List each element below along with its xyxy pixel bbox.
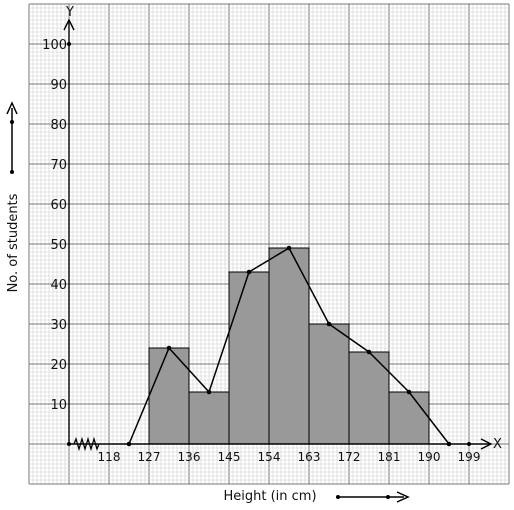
- histogram-bar: [308, 323, 350, 445]
- y-tick-label: 10: [50, 398, 67, 413]
- polygon-point: [406, 389, 412, 395]
- y-axis-top-point: [67, 42, 71, 46]
- y-tick-label: 40: [50, 278, 67, 293]
- x-tick-label: 154: [258, 450, 281, 464]
- x-tick-label: 136: [178, 450, 201, 464]
- x-axis-end-point: [467, 442, 471, 446]
- y-axis-title: No. of students: [6, 193, 21, 292]
- y-axis-arrow-decoration: [6, 101, 18, 174]
- y-tick-label: 90: [50, 78, 67, 93]
- x-axis-arrowhead: [480, 438, 493, 450]
- y-tick-label: 50: [50, 238, 67, 253]
- x-tick-labels: 118 127 136 145 154 163 172 181 190 199: [98, 450, 481, 464]
- axes: [63, 18, 493, 452]
- polygon-point: [326, 321, 332, 327]
- y-tick-labels: 10 20 30 40 50 60 70 80 90 100: [42, 38, 67, 413]
- y-tick-label: 60: [50, 198, 67, 213]
- x-tick-label: 190: [418, 450, 441, 464]
- y-tick-label: 20: [50, 358, 67, 373]
- y-axis-arrowhead: [63, 18, 75, 31]
- y-axis-letter: Y: [65, 5, 74, 20]
- x-axis-title: Height (in cm): [223, 489, 316, 504]
- y-tick-label: 100: [42, 38, 67, 53]
- histogram-bar: [188, 391, 230, 445]
- axis-break-zigzag: [73, 436, 100, 452]
- histogram-bar: [228, 271, 270, 445]
- y-tick-label: 70: [50, 158, 67, 173]
- polygon-point: [366, 349, 372, 355]
- polygon-point: [286, 245, 292, 251]
- x-tick-label: 172: [338, 450, 361, 464]
- histogram-bar: [268, 247, 310, 445]
- x-axis-letter: X: [493, 437, 502, 452]
- frequency-polygon: [126, 245, 452, 447]
- y-tick-label: 80: [50, 118, 67, 133]
- polygon-point: [206, 389, 212, 395]
- y-tick-label: 30: [50, 318, 67, 333]
- x-tick-label: 163: [298, 450, 321, 464]
- origin-point: [67, 442, 71, 446]
- x-axis-arrow-decoration: [336, 491, 410, 503]
- x-tick-label: 118: [98, 450, 121, 464]
- x-tick-label: 181: [378, 450, 401, 464]
- histogram-bars: [148, 247, 430, 445]
- polygon-point: [126, 441, 132, 447]
- polygon-point: [166, 345, 172, 351]
- polygon-point: [246, 269, 252, 275]
- histogram-bar: [388, 391, 430, 445]
- x-tick-label: 145: [218, 450, 241, 464]
- x-tick-label: 199: [458, 450, 481, 464]
- x-tick-label: 127: [138, 450, 161, 464]
- polygon-point: [446, 441, 452, 447]
